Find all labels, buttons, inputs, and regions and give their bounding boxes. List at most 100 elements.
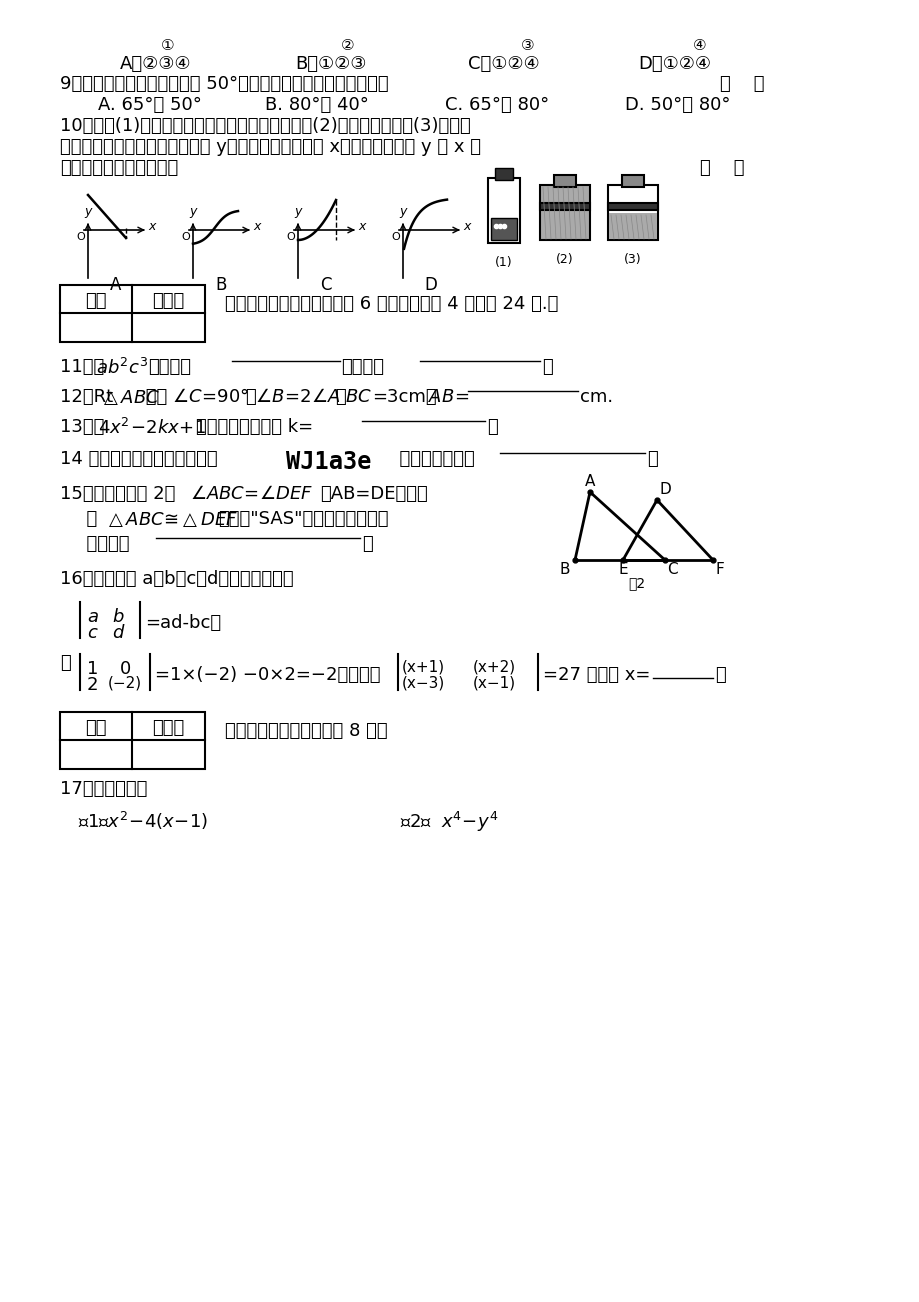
Text: (3): (3)	[623, 253, 641, 266]
Text: $\triangle ABC\!\cong\!\triangle DEF$: $\triangle ABC\!\cong\!\triangle DEF$	[105, 510, 238, 529]
Text: 间函数关系的图象可能是: 间函数关系的图象可能是	[60, 159, 178, 177]
Text: 10、如图(1)是饮水机的图片，饮水桶中的水由图(2)的位置下降到图(3)的位置: 10、如图(1)是饮水机的图片，饮水桶中的水由图(2)的位置下降到图(3)的位置	[60, 117, 471, 135]
Text: $\angle C\!=\!90°$: $\angle C\!=\!90°$	[172, 388, 249, 406]
Text: x: x	[253, 220, 260, 233]
Bar	[487, 178, 519, 243]
Text: 阅卷人: 阅卷人	[152, 719, 184, 737]
Text: ④: ④	[692, 38, 706, 53]
Text: y: y	[294, 204, 301, 217]
Text: C、①②④: C、①②④	[468, 55, 539, 73]
Text: （2）  $x^4\!-\!y^4$: （2） $x^4\!-\!y^4$	[400, 810, 498, 835]
Text: $ab^2c^3$: $ab^2c^3$	[96, 358, 148, 378]
Text: 二、耐心填一填（本大题共 6 小题，每小题 4 分，共 24 分.）: 二、耐心填一填（本大题共 6 小题，每小题 4 分，共 24 分.）	[225, 296, 558, 312]
Text: =: =	[453, 388, 469, 406]
Text: (x−3): (x−3)	[402, 676, 445, 691]
Text: $4x^2\!-\!2kx\!+\!1$: $4x^2\!-\!2kx\!+\!1$	[98, 418, 206, 437]
Text: D、①②④: D、①②④	[637, 55, 710, 73]
Text: 。: 。	[361, 535, 372, 553]
Text: C: C	[320, 276, 332, 294]
Text: (2): (2)	[556, 253, 573, 266]
Text: 是完全平方式，则 k=: 是完全平方式，则 k=	[196, 418, 312, 436]
Text: 12、Rt: 12、Rt	[60, 388, 113, 406]
Text: 。: 。	[486, 418, 497, 436]
Text: D. 50°或 80°: D. 50°或 80°	[624, 96, 730, 115]
Text: =3cm，: =3cm，	[371, 388, 437, 406]
Text: 明: 明	[75, 510, 97, 529]
Bar	[491, 217, 516, 240]
Text: 16、对于实数 a，b，c，d，规定一种运算: 16、对于实数 a，b，c，d，规定一种运算	[60, 570, 293, 589]
Text: 图2: 图2	[628, 575, 645, 590]
Text: 0: 0	[119, 660, 131, 678]
Text: $c$: $c$	[87, 624, 98, 642]
Bar	[60, 712, 205, 769]
Text: 则该车牌照号码: 则该车牌照号码	[388, 450, 474, 467]
Text: B: B	[559, 562, 570, 577]
Text: 2: 2	[87, 676, 98, 694]
Text: F: F	[715, 562, 724, 577]
Text: =1×(−2) −0×2=−2，那么当: =1×(−2) −0×2=−2，那么当	[154, 667, 380, 684]
Text: $\triangle ABC$: $\triangle ABC$	[100, 388, 160, 408]
Text: 13、若: 13、若	[60, 418, 104, 436]
Text: $BC$: $BC$	[345, 388, 371, 406]
Text: B、①②③: B、①②③	[295, 55, 366, 73]
Text: 。: 。	[541, 358, 552, 376]
Text: （    ）: （ ）	[699, 159, 743, 177]
Text: （1）$x^2\!-\!4(x\!-\!1)$: （1）$x^2\!-\!4(x\!-\!1)$	[78, 810, 208, 832]
Text: D: D	[659, 482, 671, 497]
Text: cm.: cm.	[579, 388, 612, 406]
Text: C. 65°或 80°: C. 65°或 80°	[445, 96, 549, 115]
Text: ①: ①	[161, 38, 175, 53]
Text: O: O	[391, 232, 400, 242]
Text: （    ）: （ ）	[720, 76, 764, 92]
Text: $\angle ABC\!=\!\angle DEF$: $\angle ABC\!=\!\angle DEF$	[190, 486, 313, 503]
Text: 得分: 得分	[85, 292, 107, 310]
Text: x: x	[462, 220, 470, 233]
Text: B: B	[215, 276, 226, 294]
Text: 17、因式分解：: 17、因式分解：	[60, 780, 147, 798]
Text: 。: 。	[714, 667, 725, 684]
Text: O: O	[286, 232, 295, 242]
Text: y: y	[189, 204, 197, 217]
Text: 1: 1	[87, 660, 98, 678]
Text: ③: ③	[521, 38, 534, 53]
Text: ②: ②	[341, 38, 355, 53]
Text: E: E	[618, 562, 627, 577]
Text: 的过程中，如果水减少的体积是 y，水位下降的高度是 x，那么能够表示 y 与 x 之: 的过程中，如果水减少的体积是 y，水位下降的高度是 x，那么能够表示 y 与 x…	[60, 138, 481, 156]
Text: ，: ，	[335, 388, 346, 406]
Text: WJ1a3e: WJ1a3e	[286, 450, 371, 474]
Text: 阅卷人: 阅卷人	[152, 292, 184, 310]
Text: (x+1): (x+1)	[402, 659, 445, 674]
Bar	[539, 185, 589, 240]
Text: (x−1): (x−1)	[472, 676, 516, 691]
Text: D: D	[424, 276, 437, 294]
Text: 的条件为: 的条件为	[75, 535, 130, 553]
Text: ，次数是: ，次数是	[341, 358, 383, 376]
Text: =ad-bc，: =ad-bc，	[145, 615, 221, 631]
Text: 三、小心求一求（本小题 8 分）: 三、小心求一求（本小题 8 分）	[225, 723, 387, 740]
Text: x: x	[357, 220, 365, 233]
Bar	[607, 185, 657, 240]
Text: A: A	[584, 474, 595, 490]
Bar	[539, 203, 589, 210]
Text: ，若以"SAS"为依据，还要添加: ，若以"SAS"为依据，还要添加	[218, 510, 388, 529]
Text: y: y	[399, 204, 406, 217]
Text: $d$: $d$	[112, 624, 125, 642]
Bar	[494, 168, 513, 180]
Text: $\angle B\!=\!2\angle A$: $\angle B\!=\!2\angle A$	[255, 388, 340, 406]
Text: O: O	[76, 232, 85, 242]
Text: y: y	[85, 204, 92, 217]
Text: B. 80°或 40°: B. 80°或 40°	[265, 96, 369, 115]
Bar	[60, 285, 205, 342]
Text: $a$: $a$	[87, 608, 98, 626]
Text: $b$: $b$	[112, 608, 124, 626]
Text: O: O	[181, 232, 190, 242]
Text: A. 65°或 50°: A. 65°或 50°	[98, 96, 201, 115]
Text: (1): (1)	[494, 256, 512, 270]
Text: ，: ，	[244, 388, 255, 406]
Bar	[608, 214, 656, 240]
Text: ，AB=DE，要说: ，AB=DE，要说	[320, 486, 427, 503]
Text: (x+2): (x+2)	[472, 659, 516, 674]
Bar	[621, 174, 643, 187]
Text: 14 一个汽车牌在水中的倒影为: 14 一个汽车牌在水中的倒影为	[60, 450, 218, 467]
Text: (−2): (−2)	[108, 676, 142, 691]
